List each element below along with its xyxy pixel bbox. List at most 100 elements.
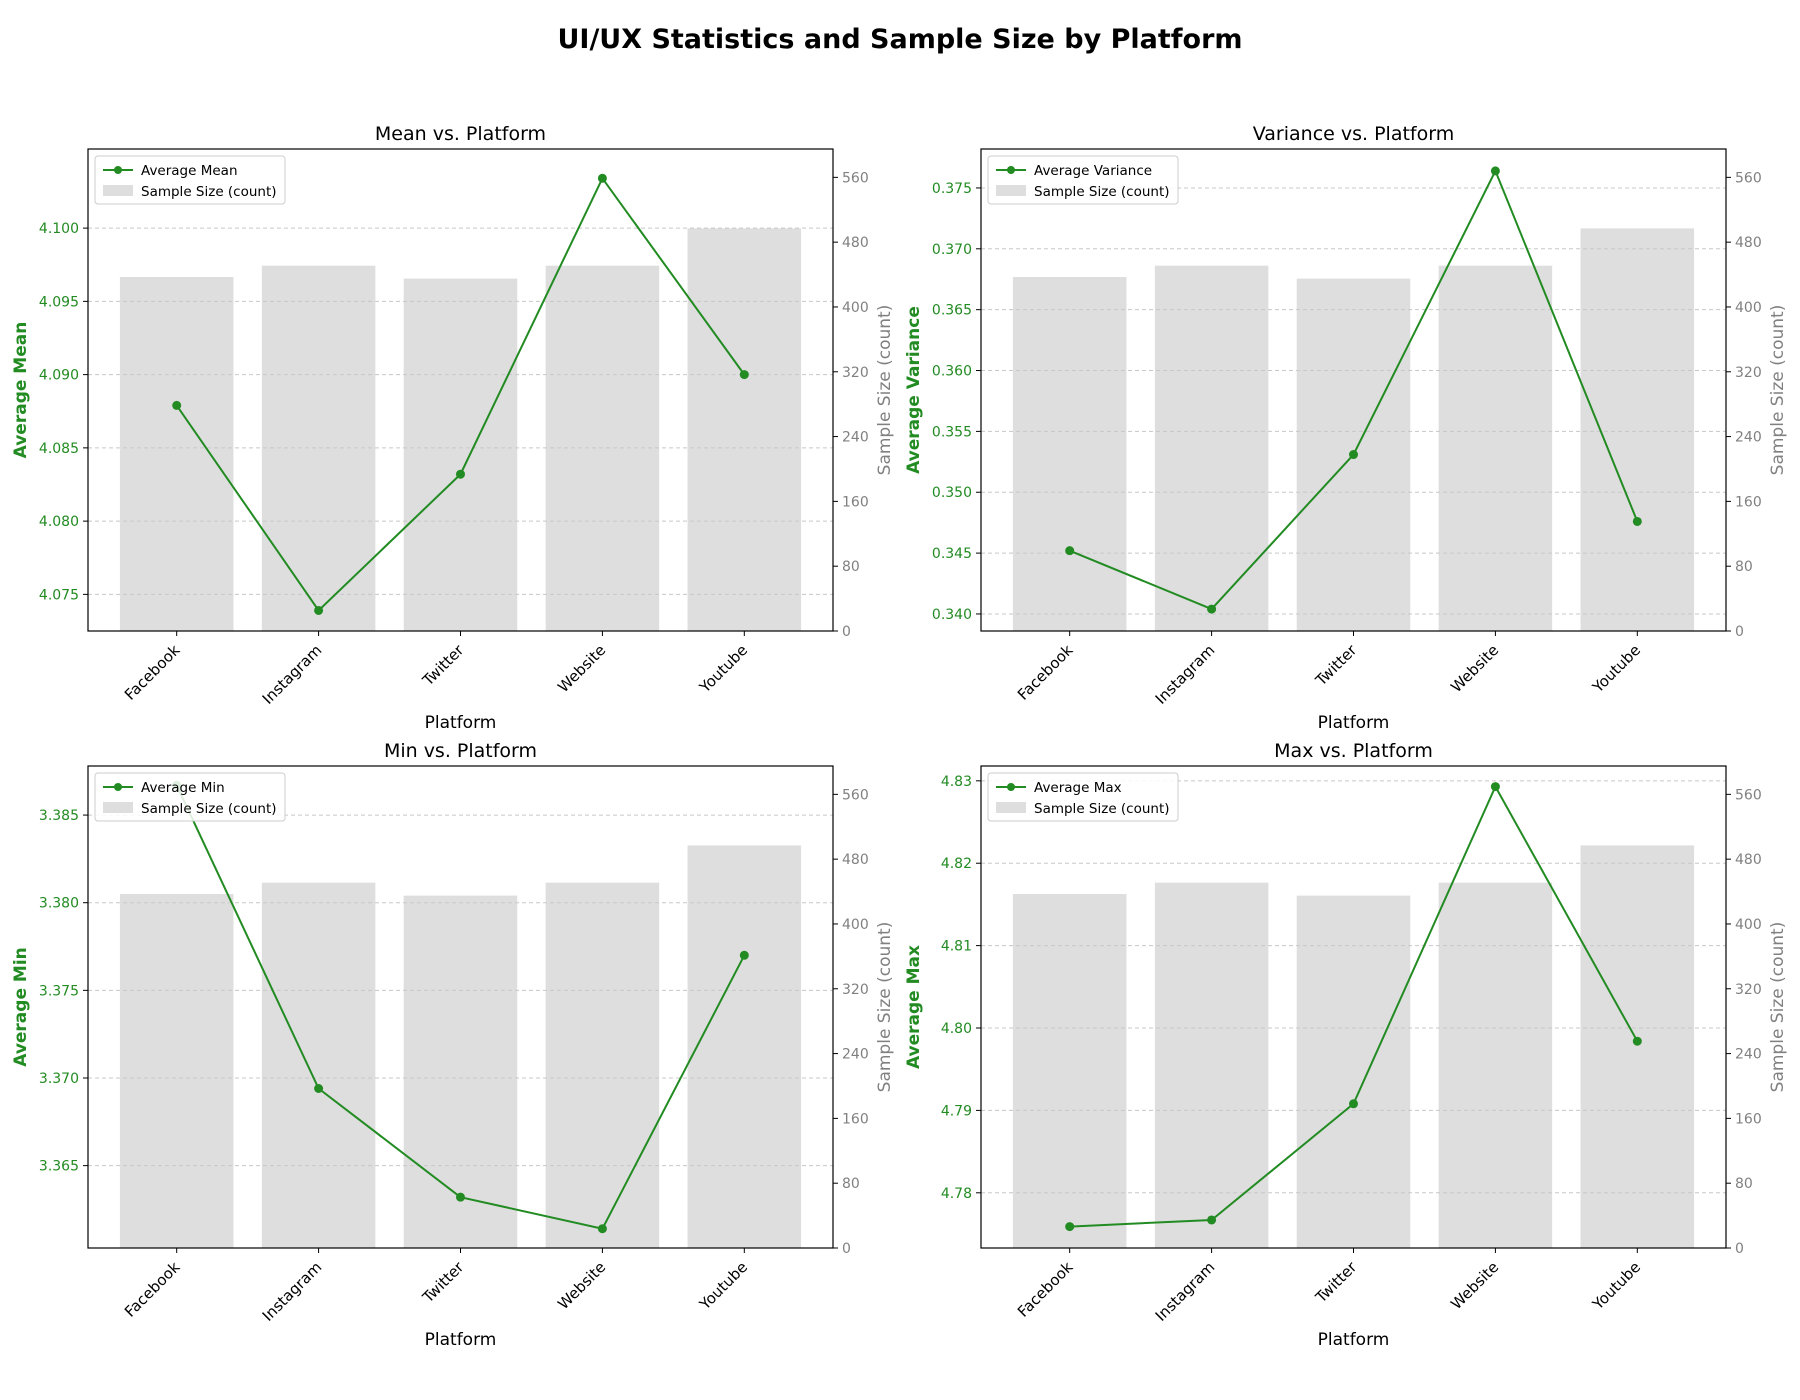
legend: Average Mean Sample Size (count) <box>94 155 286 205</box>
x-tick-label: Youtube <box>1588 1258 1644 1314</box>
x-tick-label: Youtube <box>1588 641 1644 697</box>
figure-title: UI/UX Statistics and Sample Size by Plat… <box>557 24 1242 55</box>
data-point <box>1349 1099 1358 1109</box>
data-point <box>1065 546 1075 556</box>
legend-label: Sample Size (count) <box>141 801 277 817</box>
y2-tick-label: 400 <box>842 917 869 933</box>
x-tick-label: Website <box>1447 641 1502 696</box>
y-tick-label: 4.79 <box>941 1103 972 1119</box>
legend-marker <box>1007 783 1015 791</box>
panel-title: Mean vs. Platform <box>375 123 546 145</box>
y2-tick-label: 480 <box>842 852 869 868</box>
y2-tick-label: 320 <box>1735 365 1762 381</box>
y2-tick-label: 400 <box>842 300 869 316</box>
chart-panel: 4.075 4.080 4.085 4.090 4.095 4.100 0 80 160 240 3… <box>11 123 895 733</box>
y2-tick-label: 480 <box>1735 235 1762 251</box>
y-tick-label: 4.78 <box>941 1186 972 1202</box>
sample-size-bar <box>403 278 518 631</box>
y2-tick-label: 240 <box>842 1047 869 1063</box>
y-tick-label: 3.370 <box>39 1071 79 1087</box>
sample-size-bar <box>687 228 802 631</box>
data-point <box>1490 166 1500 176</box>
y-tick-label: 4.83 <box>941 774 972 790</box>
legend-label: Sample Size (count) <box>141 184 277 200</box>
x-tick-label: Website <box>1447 1258 1502 1313</box>
y-tick-label: 4.81 <box>941 939 972 955</box>
y2-tick-label: 320 <box>1735 982 1762 998</box>
y2-tick-label: 480 <box>842 235 869 251</box>
legend-label: Average Max <box>1034 780 1122 796</box>
legend-box <box>94 155 286 205</box>
x-tick-label: Facebook <box>121 1258 184 1321</box>
data-point <box>314 1084 324 1094</box>
y2-tick-label: 80 <box>842 1176 860 1192</box>
sample-size-bar <box>1154 882 1269 1248</box>
chart-panel: 4.78 4.79 4.80 4.81 4.82 4.83 0 80 160 240 320 400 4… <box>904 740 1788 1350</box>
legend-box <box>94 772 286 822</box>
sample-size-bar <box>1296 895 1411 1248</box>
y2-tick-label: 80 <box>842 559 860 575</box>
y-tick-label: 4.80 <box>941 1021 972 1037</box>
y-tick-label: 0.340 <box>932 607 972 623</box>
legend-bar-swatch <box>103 802 133 813</box>
y-axis-label: Average Variance <box>904 306 924 474</box>
data-point <box>1207 604 1217 614</box>
panel-title: Variance vs. Platform <box>1253 123 1454 145</box>
legend-label: Average Mean <box>141 163 238 179</box>
y2-tick-label: 560 <box>1735 170 1762 186</box>
y2-tick-label: 560 <box>842 787 869 803</box>
sample-size-bar <box>261 882 376 1248</box>
data-point <box>1490 782 1500 792</box>
sample-size-bar <box>545 882 660 1248</box>
data-point <box>739 950 749 960</box>
legend-marker <box>114 166 122 174</box>
legend-label: Average Min <box>141 780 225 796</box>
y2-tick-label: 240 <box>1735 430 1762 446</box>
y-tick-label: 4.090 <box>39 368 79 384</box>
y2-tick-label: 240 <box>1735 1047 1762 1063</box>
y-tick-label: 4.080 <box>39 514 79 530</box>
x-tick-label: Twitter <box>418 641 468 691</box>
data-point <box>1207 1215 1217 1225</box>
y-tick-label: 3.385 <box>39 808 79 824</box>
legend-box <box>987 155 1179 205</box>
y-tick-label: 4.095 <box>39 294 79 310</box>
x-tick-label: Website <box>554 1258 609 1313</box>
y-tick-label: 0.375 <box>932 181 972 197</box>
x-axis-label: Platform <box>1318 1330 1390 1350</box>
legend-label: Sample Size (count) <box>1034 184 1170 200</box>
y2-tick-label: 560 <box>842 170 869 186</box>
data-point <box>597 1224 607 1234</box>
y-tick-label: 3.380 <box>39 896 79 912</box>
y2-tick-label: 400 <box>1735 917 1762 933</box>
y-tick-label: 4.82 <box>941 856 972 872</box>
data-point <box>1065 1222 1075 1232</box>
x-tick-label: Instagram <box>1152 1258 1219 1325</box>
data-point <box>1349 450 1358 460</box>
legend-bar-swatch <box>996 185 1026 196</box>
y-tick-label: 0.370 <box>932 242 972 258</box>
y-axis-label: Average Mean <box>11 322 31 459</box>
sample-size-bar <box>1154 265 1269 631</box>
x-axis-label: Platform <box>1318 713 1390 733</box>
sample-size-bar <box>119 893 234 1248</box>
chart-panel: 3.365 3.370 3.375 3.380 3.385 0 80 160 240 320 400… <box>11 740 895 1350</box>
x-tick-label: Twitter <box>1311 1258 1361 1308</box>
y2-axis-label: Sample Size (count) <box>1768 305 1788 476</box>
panel-title: Max vs. Platform <box>1274 740 1433 762</box>
y2-axis-label: Sample Size (count) <box>875 305 895 476</box>
y2-tick-label: 400 <box>1735 300 1762 316</box>
y-tick-label: 3.375 <box>39 983 79 999</box>
x-axis-label: Platform <box>425 713 497 733</box>
y-axis-label: Average Max <box>904 945 924 1069</box>
y-tick-label: 0.345 <box>932 546 972 562</box>
sample-size-bar <box>1438 882 1553 1248</box>
y-tick-label: 0.350 <box>932 485 972 501</box>
y-tick-label: 4.075 <box>39 587 79 603</box>
x-tick-label: Instagram <box>259 641 326 708</box>
x-tick-label: Facebook <box>121 641 184 704</box>
sample-size-bar <box>1580 845 1695 1248</box>
legend-label: Average Variance <box>1034 163 1152 179</box>
data-point <box>739 370 749 380</box>
